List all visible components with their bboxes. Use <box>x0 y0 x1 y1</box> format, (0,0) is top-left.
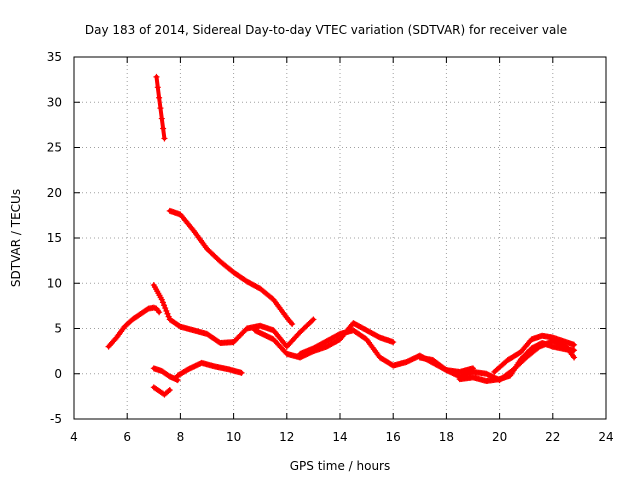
series-arc-1 <box>153 73 168 142</box>
series-arc-11 <box>456 339 578 384</box>
data-point <box>156 94 163 101</box>
plot-frame <box>73 56 607 420</box>
x-tick-label: 8 <box>177 430 185 444</box>
data-point <box>153 73 160 80</box>
series-line <box>106 305 162 349</box>
y-tick-label: 25 <box>47 141 62 155</box>
data-point <box>390 339 397 346</box>
data-point <box>159 299 166 306</box>
data-point <box>310 316 317 323</box>
x-tick-label: 12 <box>279 430 294 444</box>
y-tick-label: 5 <box>54 322 62 336</box>
data-point <box>156 309 163 316</box>
data-point <box>571 354 578 361</box>
data-point <box>238 369 245 376</box>
data-point <box>289 320 296 327</box>
data-point <box>165 313 172 320</box>
series-arc-3 <box>105 304 163 350</box>
x-tick-label: 24 <box>598 430 613 444</box>
x-tick-label: 18 <box>439 430 454 444</box>
y-tick-label: 30 <box>47 95 62 109</box>
data-point <box>158 296 165 303</box>
y-tick-label: 10 <box>47 276 62 290</box>
tick-labels: 4 6 8 10 12 14 16 18 20 22 24 -5 0 5 10 15 20 25 30 35 <box>47 50 614 444</box>
data-point <box>157 105 164 112</box>
data-point <box>571 347 578 354</box>
series-line <box>298 328 475 374</box>
data-point <box>154 84 161 91</box>
series-arc-8 <box>251 320 397 361</box>
y-tick-label: 20 <box>47 186 62 200</box>
x-tick-label: 22 <box>545 430 560 444</box>
series-arc-12 <box>491 332 578 375</box>
data-point <box>166 387 173 394</box>
x-tick-label: 6 <box>123 430 131 444</box>
data-series <box>105 73 578 398</box>
series-arc-2 <box>166 207 296 327</box>
series-arc-5 <box>150 365 181 384</box>
data-point <box>160 125 167 132</box>
x-axis-label: GPS time / hours <box>290 459 391 473</box>
series-arc-9 <box>297 327 476 375</box>
grid-lines <box>74 57 606 419</box>
data-point <box>165 388 172 395</box>
x-tick-label: 14 <box>332 430 347 444</box>
data-point <box>163 307 170 314</box>
series-arc-6 <box>174 359 245 379</box>
series-arc-4 <box>150 282 317 350</box>
x-tick-label: 20 <box>492 430 507 444</box>
data-point <box>571 341 578 348</box>
x-tick-label: 4 <box>70 430 78 444</box>
data-point <box>158 115 165 122</box>
y-tick-label: -5 <box>50 412 62 426</box>
y-tick-label: 35 <box>47 50 62 64</box>
y-tick-label: 15 <box>47 231 62 245</box>
x-tick-label: 16 <box>386 430 401 444</box>
chart-title: Day 183 of 2014, Sidereal Day-to-day VTE… <box>85 23 567 37</box>
series-arc-7 <box>150 384 173 398</box>
y-axis-label: SDTVAR / TECUs <box>9 189 23 287</box>
data-point <box>161 135 168 142</box>
data-point <box>309 317 316 324</box>
data-point <box>161 302 168 309</box>
data-point <box>162 305 169 312</box>
x-tick-label: 10 <box>226 430 241 444</box>
data-point <box>164 310 171 317</box>
y-tick-label: 0 <box>54 367 62 381</box>
